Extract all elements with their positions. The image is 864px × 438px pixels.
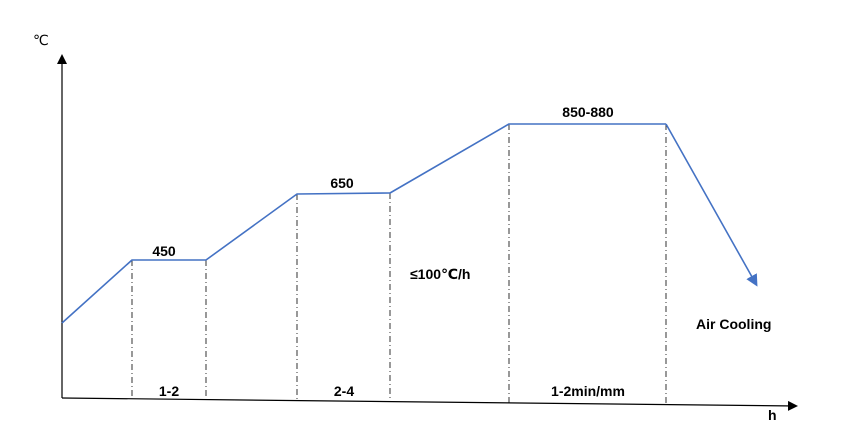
heating-rate-label: ≤100℃/h (410, 266, 470, 282)
stage-3-duration-label: 1-2min/mm (551, 383, 625, 399)
stage-1-duration-label: 1-2 (159, 383, 179, 399)
air-cooling-arrow (665, 123, 758, 287)
stage-1-temperature-label: 450 (152, 243, 176, 259)
stage-2-temperature-label: 650 (330, 175, 354, 191)
x-axis (61, 397, 798, 411)
y-axis-unit: ℃ (33, 32, 49, 48)
air-cooling-label: Air Cooling (696, 316, 771, 332)
stage-3-temperature-label: 850-880 (562, 104, 614, 120)
temperature-curve (61, 123, 666, 324)
x-axis-unit: h (768, 407, 777, 423)
stage-2-duration-label: 2-4 (334, 383, 354, 399)
stage-guide-lines (131, 124, 667, 406)
